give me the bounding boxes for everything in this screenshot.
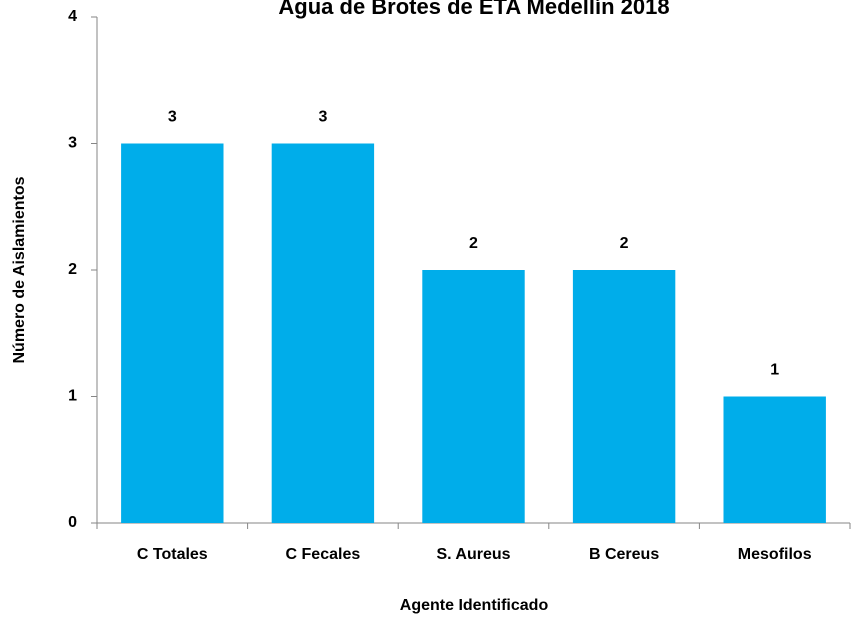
x-axis-label: Agente Identificado	[400, 597, 549, 614]
data-label: 2	[469, 235, 478, 252]
y-tick-label: 2	[68, 261, 77, 278]
y-tick-label: 3	[68, 135, 77, 152]
x-tick-label: Mesofilos	[738, 546, 812, 563]
data-label: 1	[770, 362, 779, 379]
y-tick-label: 1	[68, 388, 77, 405]
x-tick-label: B Cereus	[589, 546, 659, 563]
data-label: 3	[318, 109, 327, 126]
y-tick-label: 4	[68, 8, 77, 25]
x-tick-label: C Totales	[137, 546, 208, 563]
bar	[723, 396, 826, 523]
x-tick-label: C Fecales	[286, 546, 361, 563]
data-label: 3	[168, 109, 177, 126]
data-label: 2	[620, 235, 629, 252]
bar	[271, 143, 375, 523]
bar	[422, 270, 525, 523]
bar	[121, 143, 224, 523]
y-tick-label: 0	[68, 514, 77, 531]
bar	[572, 270, 676, 523]
x-tick-label: S. Aureus	[436, 546, 510, 563]
chart-title: Agua de Brotes de ETA Medellín 2018	[278, 0, 669, 19]
y-axis-label: Número de Aislamientos	[11, 176, 28, 363]
